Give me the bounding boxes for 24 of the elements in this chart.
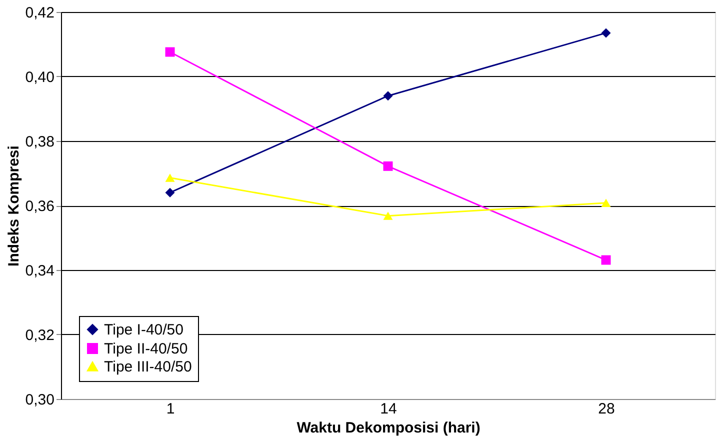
y-tick-label: 0,40 — [25, 69, 54, 86]
y-tick-label: 0,30 — [25, 392, 54, 408]
point — [601, 198, 611, 208]
point — [601, 255, 611, 265]
point — [383, 161, 393, 171]
y-axis-title: Indeks Kompresi — [5, 146, 22, 266]
x-tick-label: 28 — [598, 400, 615, 418]
y-tick-label: 0,36 — [25, 198, 54, 215]
point — [165, 174, 175, 182]
legend-label: Tipe I-40/50 — [104, 322, 184, 338]
x-axis-title: Waktu Dekomposisi (hari) — [296, 420, 480, 436]
point — [165, 47, 175, 57]
legend-label: Tipe III-40/50 — [104, 358, 192, 376]
point — [165, 188, 175, 198]
x-tick-label: 1 — [166, 400, 175, 418]
point — [383, 91, 393, 101]
x-tick-label: 14 — [380, 400, 397, 418]
y-tick-label: 0,32 — [25, 327, 54, 344]
y-tick-label: 0,38 — [25, 134, 54, 150]
y-tick-label: 0,34 — [25, 262, 54, 280]
y-tick-label: 0,42 — [25, 4, 54, 22]
legend-label: Tipe II-40/50 — [104, 340, 188, 358]
point — [601, 28, 611, 38]
point — [383, 212, 393, 220]
